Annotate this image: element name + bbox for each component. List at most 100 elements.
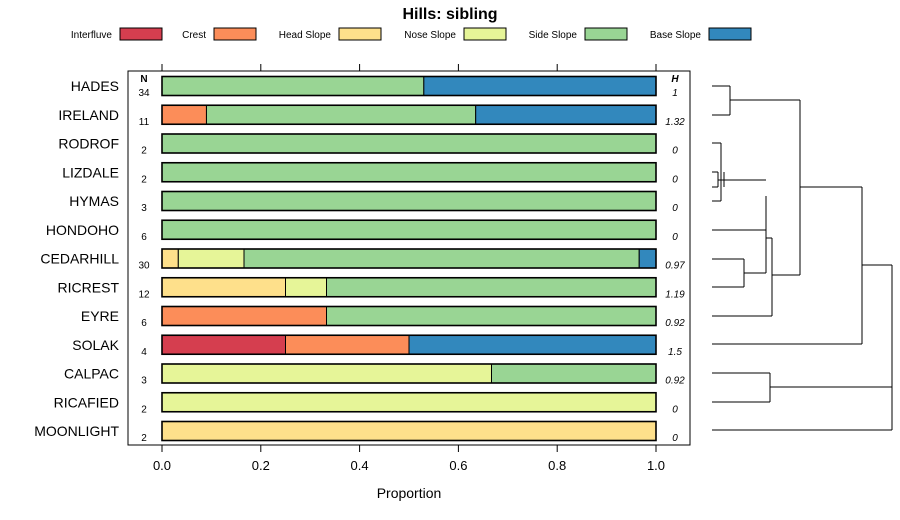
bar-segment-6-3 [177, 248, 245, 269]
bar-segment-7-4 [326, 277, 657, 298]
row-h-2: 0 [672, 146, 678, 157]
row-n-0: 34 [138, 88, 150, 99]
bar-segment-1-1 [161, 104, 207, 125]
bar-segment-10-3 [161, 363, 492, 384]
row-label-10: CALPAC [64, 366, 119, 382]
bar-outline-0 [161, 75, 657, 97]
legend-swatch-2 [338, 27, 382, 41]
legend-swatch-4 [584, 27, 628, 41]
bar-segment-3-4 [161, 162, 657, 183]
dendrogram-link-8 [730, 99, 801, 276]
row-n-11: 2 [141, 404, 147, 415]
bar-segment-8-1 [161, 306, 328, 326]
bar-segment-7-2 [161, 277, 286, 298]
dendrogram-link-11 [712, 264, 893, 431]
row-h-4: 0 [672, 203, 678, 214]
legend-swatch-5 [708, 27, 752, 41]
row-label-11: RICAFIED [54, 394, 119, 410]
dendrogram-link-2 [712, 171, 719, 188]
x-tick-label-2: 0.4 [351, 458, 369, 473]
legend-swatch-3 [463, 27, 507, 41]
bar-segment-1-5 [475, 104, 657, 125]
row-n-4: 3 [141, 203, 147, 214]
row-label-6: CEDARHILL [40, 251, 119, 267]
row-n-7: 12 [138, 289, 150, 300]
x-tick-label-5: 1.0 [647, 458, 665, 473]
legend-label-2: Head Slope [279, 30, 332, 41]
row-h-9: 1.5 [668, 347, 682, 358]
dendrogram-link-9 [712, 186, 863, 345]
legend-label-4: Side Slope [529, 30, 578, 41]
dendrogram-link-7 [712, 238, 773, 317]
chart-title: Hills: sibling [402, 6, 497, 23]
row-label-4: HYMAS [69, 193, 119, 209]
row-label-1: IRELAND [58, 107, 119, 123]
legend-label-5: Base Slope [650, 30, 702, 41]
row-n-10: 3 [141, 376, 147, 387]
legend-swatch-0 [119, 27, 163, 41]
bar-segment-0-5 [423, 76, 657, 96]
bar-segment-12-2 [161, 421, 657, 441]
x-tick-label-0: 0.0 [153, 458, 171, 473]
bar-outline-9 [161, 334, 657, 356]
bar-segment-0-4 [161, 76, 425, 96]
bar-outline-3 [161, 161, 657, 183]
dendrogram-link-1 [712, 142, 722, 202]
bar-outline-2 [161, 133, 657, 154]
bar-segment-10-4 [490, 363, 657, 384]
row-h-11: 0 [672, 404, 678, 415]
row-h-10: 0.92 [665, 376, 685, 387]
legend: Interfluve Crest Head Slope Nose Slope Side … [71, 27, 752, 41]
row-h-7: 1.19 [665, 289, 685, 300]
dendrogram-link-6 [744, 196, 772, 274]
x-axis: 0.0 0.2 0.4 0.6 0.8 1.0 [153, 445, 665, 473]
x-axis-label: Proportion [377, 485, 442, 501]
row-label-8: EYRE [81, 308, 119, 324]
row-label-7: RICREST [58, 279, 120, 295]
bar-segment-6-4 [243, 248, 640, 269]
row-h-1: 1.32 [665, 117, 685, 128]
n-column-header: N [140, 74, 147, 85]
bar-segment-5-4 [161, 219, 657, 240]
bar-segment-6-2 [161, 248, 179, 269]
row-label-2: RODROF [58, 136, 119, 152]
x-tick-label-3: 0.6 [449, 458, 467, 473]
row-label-0: HADES [71, 78, 119, 94]
bar-outline-4 [161, 190, 657, 212]
bar-outline-5 [161, 219, 657, 241]
dendrogram-link-4 [712, 179, 766, 231]
row-n-1: 11 [139, 117, 150, 128]
row-h-8: 0.92 [665, 318, 685, 329]
bar-segment-4-4 [161, 191, 657, 211]
bar-segment-7-3 [285, 277, 328, 298]
dendrogram-link-0 [712, 85, 731, 116]
x-tick-label-1: 0.2 [252, 458, 270, 473]
bar-segment-9-5 [408, 334, 657, 355]
bar-segment-8-4 [326, 306, 657, 326]
legend-label-1: Crest [182, 30, 206, 41]
row-n-8: 6 [141, 318, 147, 329]
row-label-5: HONDOHO [46, 222, 119, 238]
h-column-header: H [671, 74, 679, 85]
bar-outline-6 [161, 248, 657, 269]
bar-segment-2-4 [161, 133, 657, 154]
bar-outline-7 [161, 276, 657, 298]
legend-swatch-1 [213, 27, 257, 41]
row-label-9: SOLAK [72, 337, 119, 353]
bar-segment-9-0 [161, 334, 286, 355]
row-h-12: 0 [672, 433, 678, 444]
row-n-3: 2 [141, 174, 147, 185]
dendrogram [712, 85, 893, 431]
row-n-2: 2 [141, 146, 147, 157]
row-label-12: MOONLIGHT [34, 423, 119, 439]
bar-outline-10 [161, 363, 657, 384]
bar-segment-11-3 [161, 392, 657, 413]
x-tick-label-4: 0.8 [548, 458, 566, 473]
plot-frame [127, 70, 691, 446]
row-n-5: 6 [141, 232, 147, 243]
bar-outline-8 [161, 305, 657, 327]
row-h-3: 0 [672, 174, 678, 185]
bar-outline-12 [161, 420, 657, 442]
